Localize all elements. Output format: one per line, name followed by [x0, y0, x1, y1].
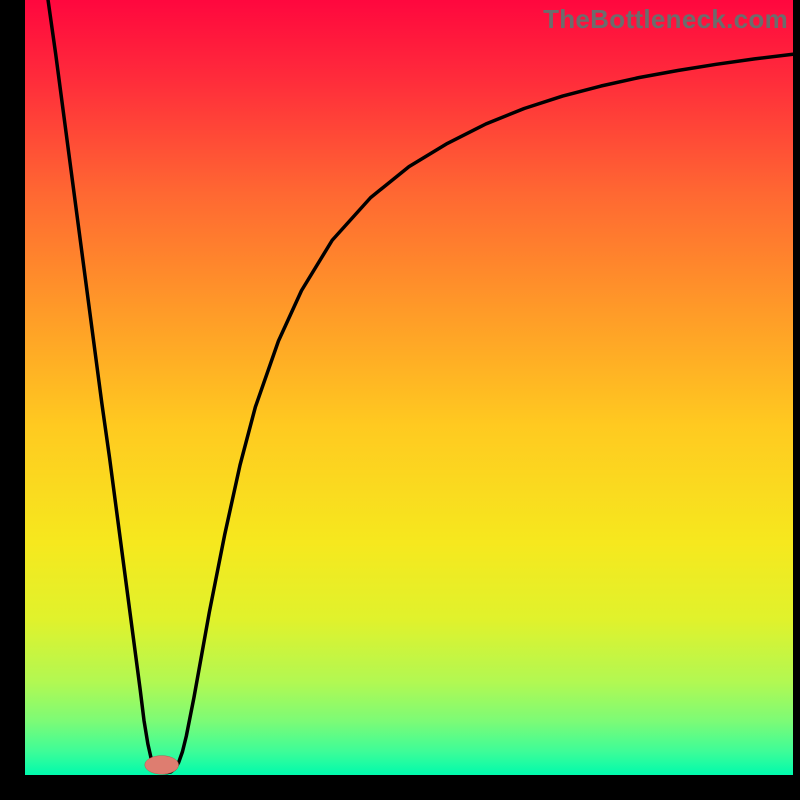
plot-svg: [25, 0, 793, 775]
plot-area: [25, 0, 793, 775]
watermark-text: TheBottleneck.com: [543, 4, 788, 35]
gradient-background: [25, 0, 793, 775]
minimum-marker: [145, 756, 179, 775]
chart-canvas: TheBottleneck.com: [0, 0, 800, 800]
